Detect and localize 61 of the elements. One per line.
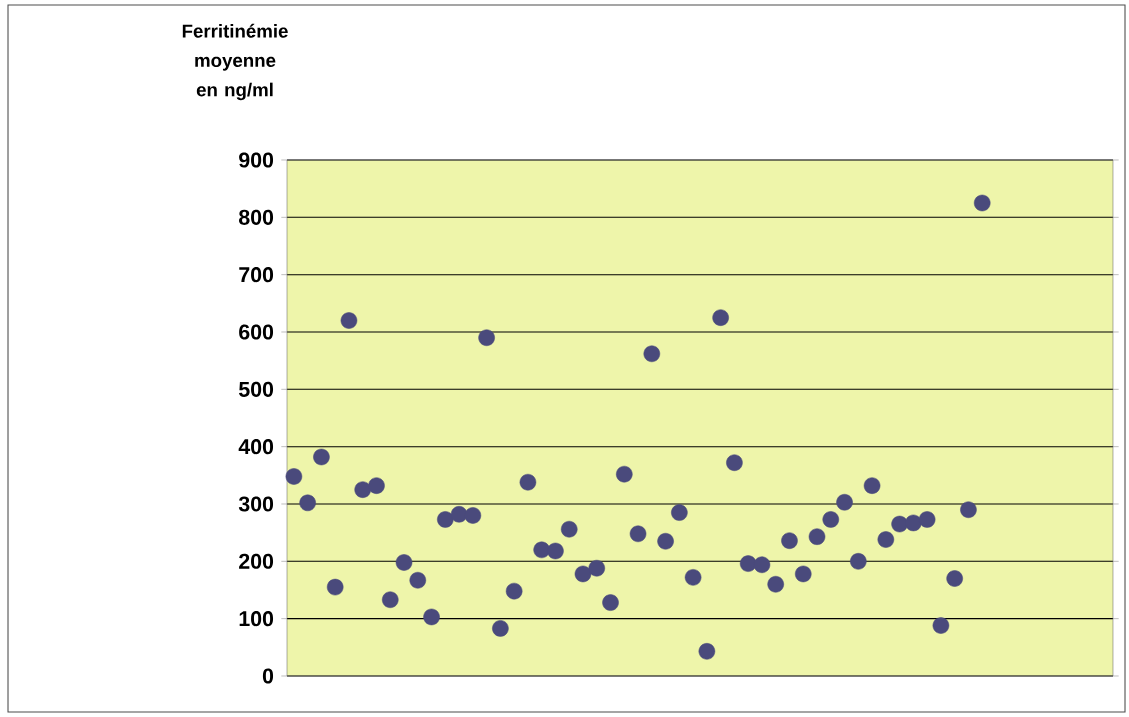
point — [588, 559, 606, 577]
point — [767, 575, 784, 593]
y-tick-label: 0 — [262, 668, 274, 684]
y-tick-label: 200 — [239, 553, 274, 569]
point — [368, 477, 385, 494]
point — [547, 542, 564, 560]
point — [781, 532, 798, 549]
point — [794, 565, 812, 583]
point — [684, 569, 702, 586]
point — [643, 345, 661, 363]
point — [423, 608, 440, 626]
point — [657, 532, 674, 550]
point — [726, 454, 743, 471]
point — [533, 541, 550, 559]
point — [616, 465, 633, 483]
y-tick-label: 700 — [239, 267, 274, 283]
point — [326, 578, 344, 596]
point — [560, 520, 578, 538]
point — [464, 507, 482, 524]
point — [629, 525, 647, 543]
point — [505, 582, 523, 600]
y-tick-label: 400 — [238, 439, 274, 455]
point — [313, 448, 330, 466]
point — [395, 554, 413, 571]
point — [285, 468, 303, 485]
point — [753, 556, 771, 574]
point — [836, 494, 853, 511]
point — [340, 312, 358, 329]
point — [299, 494, 316, 512]
point — [739, 555, 757, 572]
point — [863, 477, 881, 494]
y-tick-label: 500 — [238, 381, 274, 397]
point — [960, 501, 977, 518]
point — [437, 511, 454, 528]
y-tick-label: 900 — [239, 152, 274, 168]
point — [808, 528, 826, 545]
point — [946, 570, 963, 587]
point — [932, 617, 950, 634]
y-tick-label: 100 — [239, 611, 274, 627]
point — [450, 506, 468, 523]
point — [671, 504, 688, 521]
point — [877, 531, 895, 548]
y-tick-label: 800 — [239, 209, 274, 225]
point — [478, 329, 495, 346]
point — [822, 511, 840, 528]
point — [905, 514, 922, 532]
point — [918, 511, 936, 528]
point — [698, 643, 716, 660]
point — [381, 591, 399, 608]
point — [409, 571, 427, 589]
point — [973, 194, 991, 212]
point — [850, 553, 867, 570]
point — [574, 565, 592, 583]
point — [519, 473, 537, 491]
y-axis-title: Ferritinémie moyenne en ng/ml — [182, 23, 288, 101]
y-tick-label: 300 — [238, 496, 274, 512]
point — [602, 594, 619, 611]
y-tick-label: 600 — [239, 324, 274, 340]
point — [354, 481, 371, 498]
point — [492, 620, 509, 637]
point — [712, 309, 729, 326]
